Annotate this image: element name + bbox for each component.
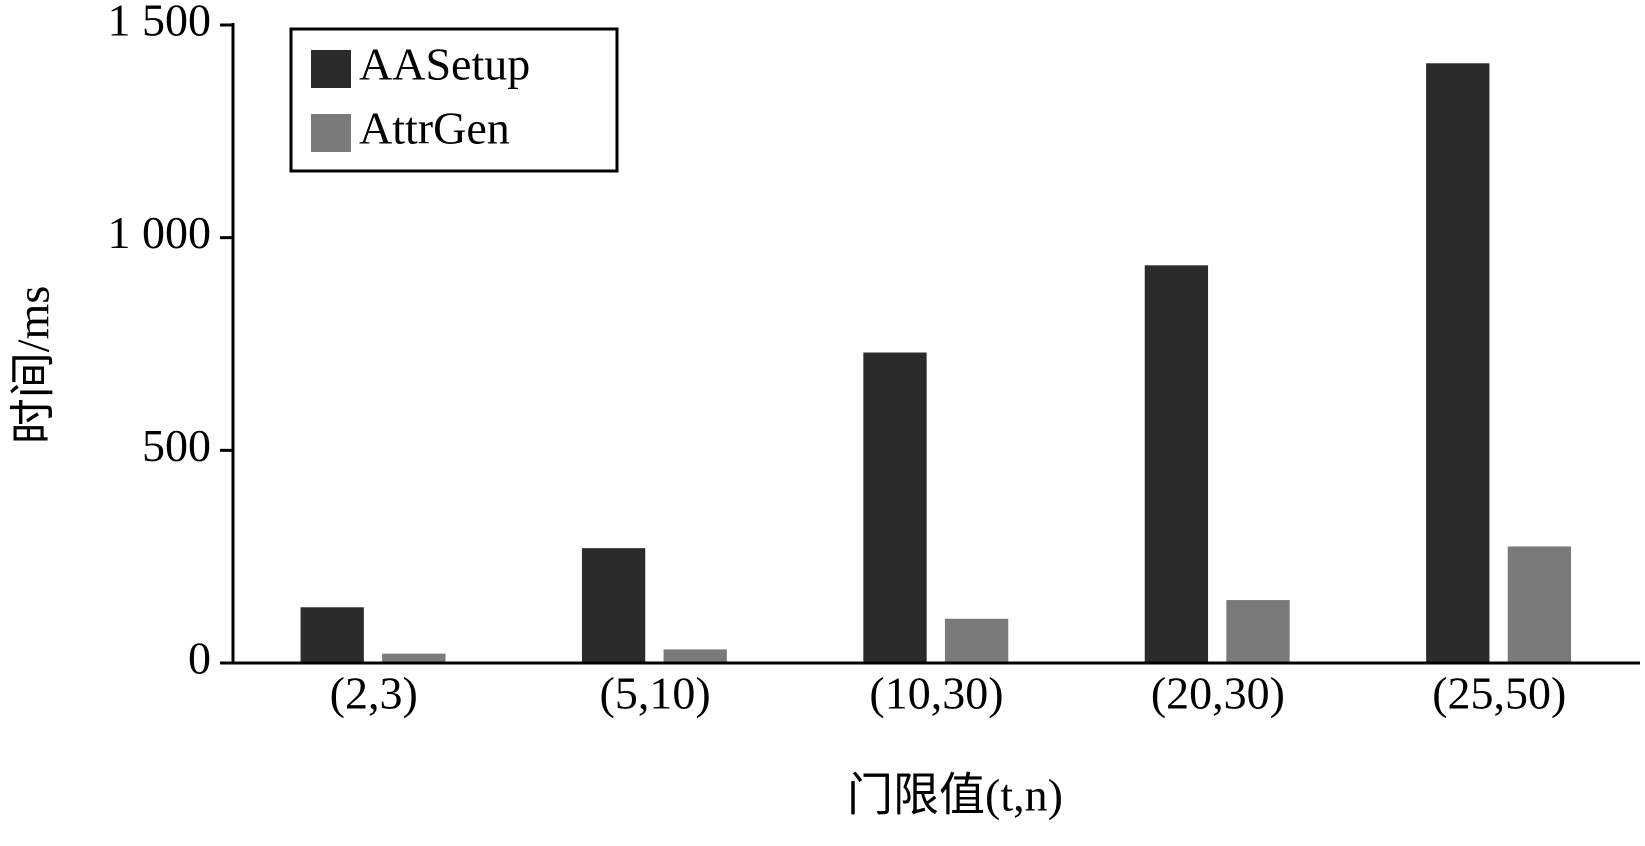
x-tick-label: (25,50) — [1432, 668, 1566, 719]
x-axis-label: 门限值(t,n) — [847, 770, 1063, 821]
legend-swatch — [311, 114, 351, 152]
bar — [300, 607, 364, 663]
bar — [1507, 546, 1572, 663]
y-axis-label: 时间/ms — [8, 286, 59, 444]
bar — [663, 649, 727, 663]
x-tick-label: (20,30) — [1151, 668, 1285, 719]
legend-label: AttrGen — [359, 103, 510, 154]
y-tick-label: 500 — [142, 420, 211, 471]
bar — [581, 548, 646, 663]
legend-label: AASetup — [359, 39, 530, 90]
bar — [1226, 600, 1290, 663]
bar — [944, 618, 1009, 663]
x-tick-label: (2,3) — [330, 668, 418, 719]
legend-swatch — [311, 50, 351, 88]
y-tick-label: 1 500 — [108, 0, 212, 46]
x-tick-label: (5,10) — [600, 668, 711, 719]
x-tick-label: (10,30) — [869, 668, 1003, 719]
bar — [863, 352, 927, 663]
y-tick-label: 0 — [188, 633, 211, 684]
bar — [1144, 265, 1209, 663]
bar — [382, 653, 446, 663]
bar — [1426, 63, 1490, 663]
y-tick-label: 1 000 — [108, 207, 212, 258]
